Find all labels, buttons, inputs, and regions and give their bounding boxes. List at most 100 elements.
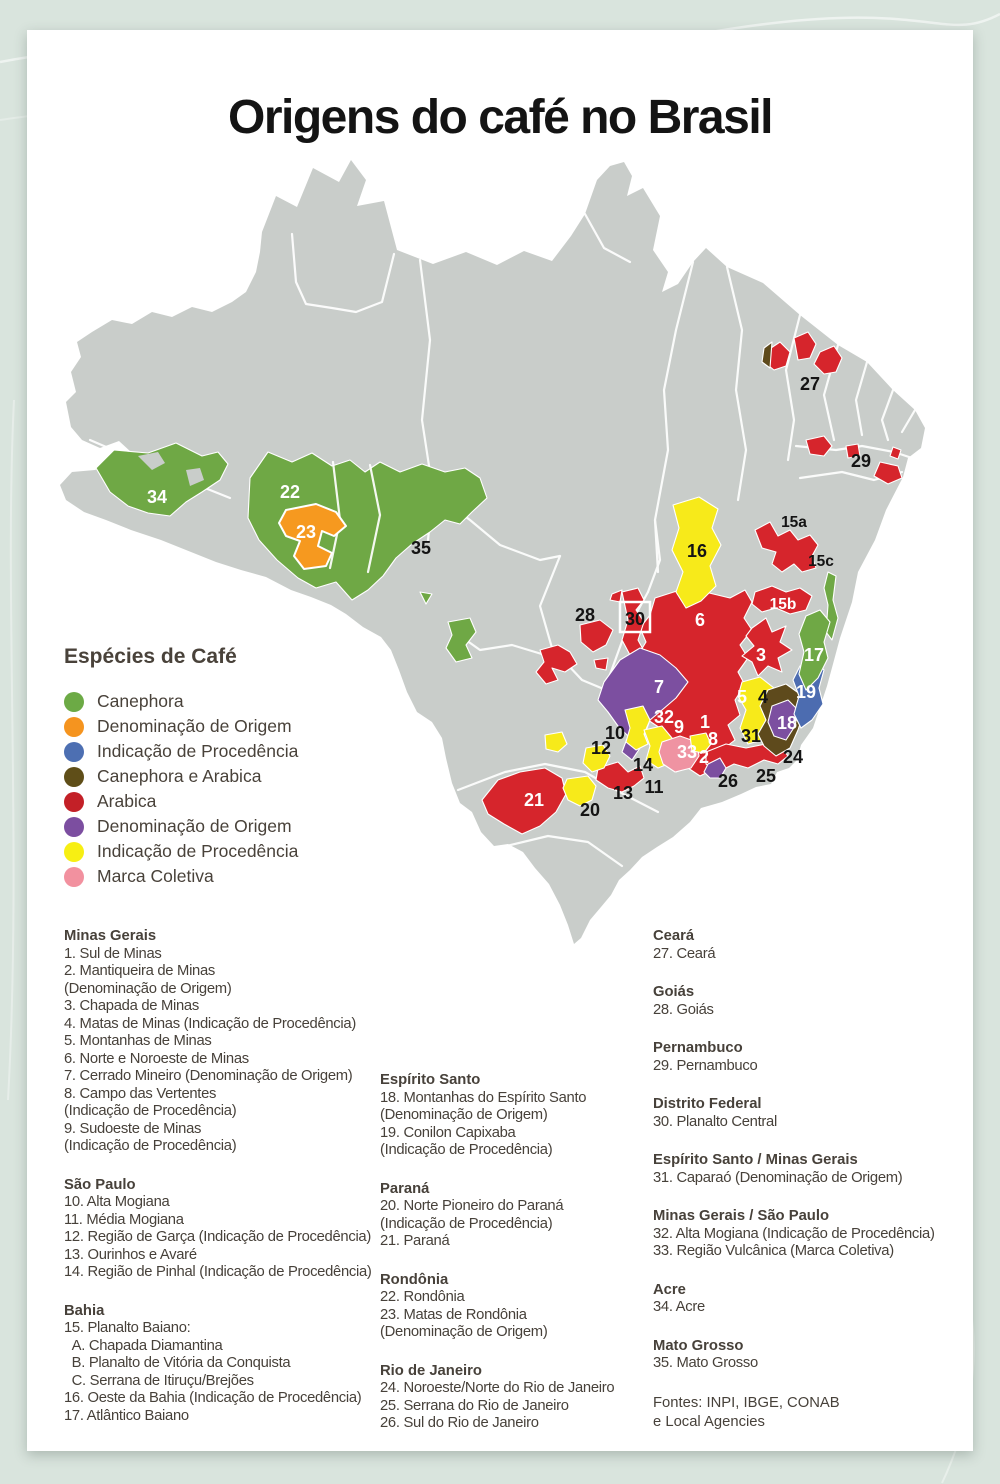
region-18	[767, 699, 799, 741]
map-region-label-9: 9	[674, 717, 684, 737]
region-12-west-patch	[544, 731, 568, 753]
region-section: Rondônia 22. Rondônia 23. Matas de Rondôni…	[380, 1272, 653, 1342]
coffee-regions	[95, 331, 903, 835]
map-region-label-21: 21	[524, 790, 544, 810]
legend-swatch-icon	[64, 816, 84, 837]
region-list-item: C. Serrana de Itiruçu/Brejões	[64, 1372, 254, 1389]
region-section-heading: Bahia	[64, 1302, 105, 1319]
map-region-label-1: 1	[700, 712, 710, 732]
map-region-label-35: 35	[411, 538, 431, 558]
legend-item-0: Canephora	[64, 689, 298, 714]
region-10-patch	[624, 705, 651, 751]
legend-item-7: Marca Coletiva	[64, 864, 298, 889]
region-section-heading: Espírito Santo	[380, 1072, 481, 1088]
region-17	[798, 609, 831, 691]
region-list-item: 30. Planalto Central	[653, 1113, 777, 1130]
region-list-item: 32. Alta Mogiana (Indicação de Procedênc…	[653, 1225, 935, 1242]
region-list-column-right: Ceará 27. Ceará Goiás 28. Goiás Pernambuco 29…	[653, 928, 948, 1454]
region-list-item: 4. Matas de Minas (Indicação de Procedên…	[64, 1015, 356, 1032]
legend: Espécies de Café Canephora Denominação de…	[64, 645, 298, 889]
region-15b	[751, 585, 813, 615]
region-section-heading: Pernambuco	[653, 1040, 743, 1056]
page-title: Origens do café no Brasil	[228, 91, 773, 145]
legend-swatch-icon	[64, 766, 84, 787]
region-section: Acre 34. Acre	[653, 1282, 948, 1317]
region-16	[671, 496, 722, 609]
region-29-a	[805, 435, 833, 457]
map-region-label-14: 14	[633, 755, 653, 775]
legend-item-label: Indicação de Procedência	[97, 741, 299, 761]
region-13	[595, 761, 645, 793]
region-section: Minas Gerais / São Paulo 32. Alta Mogiana…	[653, 1208, 948, 1261]
region-list-item: 9. Sudoeste de Minas	[64, 1120, 202, 1137]
legend-swatch-icon	[64, 841, 84, 862]
map-region-label-16: 16	[687, 541, 707, 561]
legend-swatch-icon	[64, 791, 84, 812]
map-region-label-29: 29	[851, 451, 871, 471]
region-list-item: A. Chapada Diamantina	[64, 1337, 223, 1354]
region-list-item: B. Planalto de Vitória da Conquista	[64, 1355, 291, 1371]
legend-swatch-icon	[64, 691, 84, 712]
region-29-b	[845, 443, 861, 459]
map-region-label-32: 32	[654, 707, 674, 727]
map-region-numbers: 123456789101112131415a15b15c161718192021…	[147, 374, 871, 820]
legend-item-label: Canephora e Arabica	[97, 766, 262, 786]
map-region-label-4: 4	[758, 687, 768, 707]
region-28-b	[535, 644, 578, 685]
region-section-heading: São Paulo	[64, 1176, 136, 1193]
region-section: Espírito Santo 18. Montanhas do Espírito …	[380, 1072, 653, 1160]
map-region-label-18: 18	[777, 713, 797, 733]
legend-swatch-icon	[64, 716, 84, 737]
legend-item-label: Denominação de Origem	[97, 816, 292, 836]
region-list-item: 7. Cerrado Mineiro (Denominação de Orige…	[64, 1068, 353, 1084]
map-region-label-31: 31	[741, 726, 761, 746]
region-list-item: 19. Conilon Capixaba	[380, 1124, 516, 1141]
map-region-label-10: 10	[605, 723, 625, 743]
region-list-item: 13. Ourinhos e Avaré	[64, 1246, 197, 1263]
region-15a-15c	[754, 521, 819, 573]
region-section: Ceará 27. Ceará	[653, 928, 948, 963]
region-34-acre	[95, 442, 229, 517]
map-region-label-20: 20	[580, 800, 600, 820]
map-region-label-2: 2	[699, 747, 709, 767]
region-list-item: 5. Montanhas de Minas	[64, 1033, 212, 1049]
region-33	[658, 735, 700, 773]
acre-gray-notch-b	[186, 468, 204, 486]
map-region-label-34: 34	[147, 487, 167, 507]
map-region-label-17: 17	[804, 645, 824, 665]
region-list-item: 1. Sul de Minas	[64, 945, 162, 962]
region-section: Paraná 20. Norte Pioneiro do Paraná (Indic…	[380, 1181, 653, 1251]
legend-item-label: Canephora	[97, 691, 184, 711]
map-region-label-7: 7	[654, 677, 664, 697]
map-region-label-11: 11	[644, 777, 663, 797]
region-list-column-left: Minas Gerais 1. Sul de Minas 2. Mantiqueir…	[64, 928, 380, 1454]
map-region-label-27: 27	[800, 374, 820, 394]
legend-item-1: Denominação de Origem	[64, 714, 298, 739]
map-region-label-24: 24	[783, 747, 803, 767]
map-region-label-23: 23	[296, 522, 316, 542]
map-region-label-22: 22	[280, 482, 300, 502]
region-30-df-square	[618, 600, 652, 634]
region-27-c	[813, 345, 843, 375]
region-28-c	[593, 657, 609, 671]
region-section-heading: Mato Grosso	[653, 1337, 744, 1354]
region-section-heading: Minas Gerais / São Paulo	[653, 1208, 829, 1224]
map-region-label-25: 25	[756, 766, 776, 786]
region-section-heading: Distrito Federal	[653, 1096, 762, 1112]
region-29-d	[873, 461, 903, 485]
region-list-item: (Denominação de Origem)	[64, 980, 232, 997]
map-region-label-15b: 15b	[770, 596, 797, 613]
map-region-label-3: 3	[756, 645, 766, 665]
region-list-item: 8. Campo das Vertentes	[64, 1085, 217, 1102]
legend-item-label: Marca Coletiva	[97, 866, 214, 886]
region-list-item: 33. Região Vulcânica (Marca Coletiva)	[653, 1243, 894, 1259]
legend-swatch-icon	[64, 741, 84, 762]
legend-item-6: Indicação de Procedência	[64, 839, 298, 864]
region-section: Espírito Santo / Minas Gerais 31. Caparaó…	[653, 1152, 948, 1187]
region-section-heading: Goiás	[653, 984, 695, 1000]
region-list-item: (Indicação de Procedência)	[64, 1138, 237, 1154]
region-23	[278, 503, 347, 570]
region-list-item: 28. Goiás	[653, 1001, 714, 1018]
region-section-heading: Minas Gerais	[64, 928, 157, 944]
